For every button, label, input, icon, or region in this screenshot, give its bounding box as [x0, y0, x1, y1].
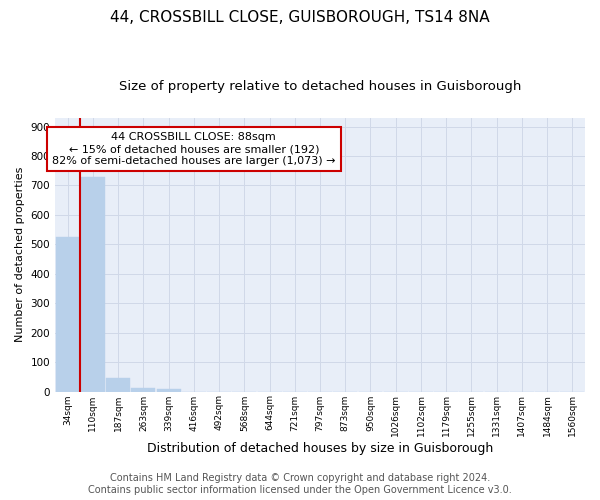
Y-axis label: Number of detached properties: Number of detached properties [15, 167, 25, 342]
Bar [56, 237, 80, 392]
Text: 44, CROSSBILL CLOSE, GUISBOROUGH, TS14 8NA: 44, CROSSBILL CLOSE, GUISBOROUGH, TS14 8… [110, 10, 490, 25]
Bar [157, 388, 181, 392]
Bar [106, 378, 130, 392]
X-axis label: Distribution of detached houses by size in Guisborough: Distribution of detached houses by size … [147, 442, 493, 455]
Text: Contains HM Land Registry data © Crown copyright and database right 2024.
Contai: Contains HM Land Registry data © Crown c… [88, 474, 512, 495]
Title: Size of property relative to detached houses in Guisborough: Size of property relative to detached ho… [119, 80, 521, 93]
Text: 44 CROSSBILL CLOSE: 88sqm
← 15% of detached houses are smaller (192)
82% of semi: 44 CROSSBILL CLOSE: 88sqm ← 15% of detac… [52, 132, 335, 166]
Bar [131, 388, 155, 392]
Bar [81, 176, 105, 392]
